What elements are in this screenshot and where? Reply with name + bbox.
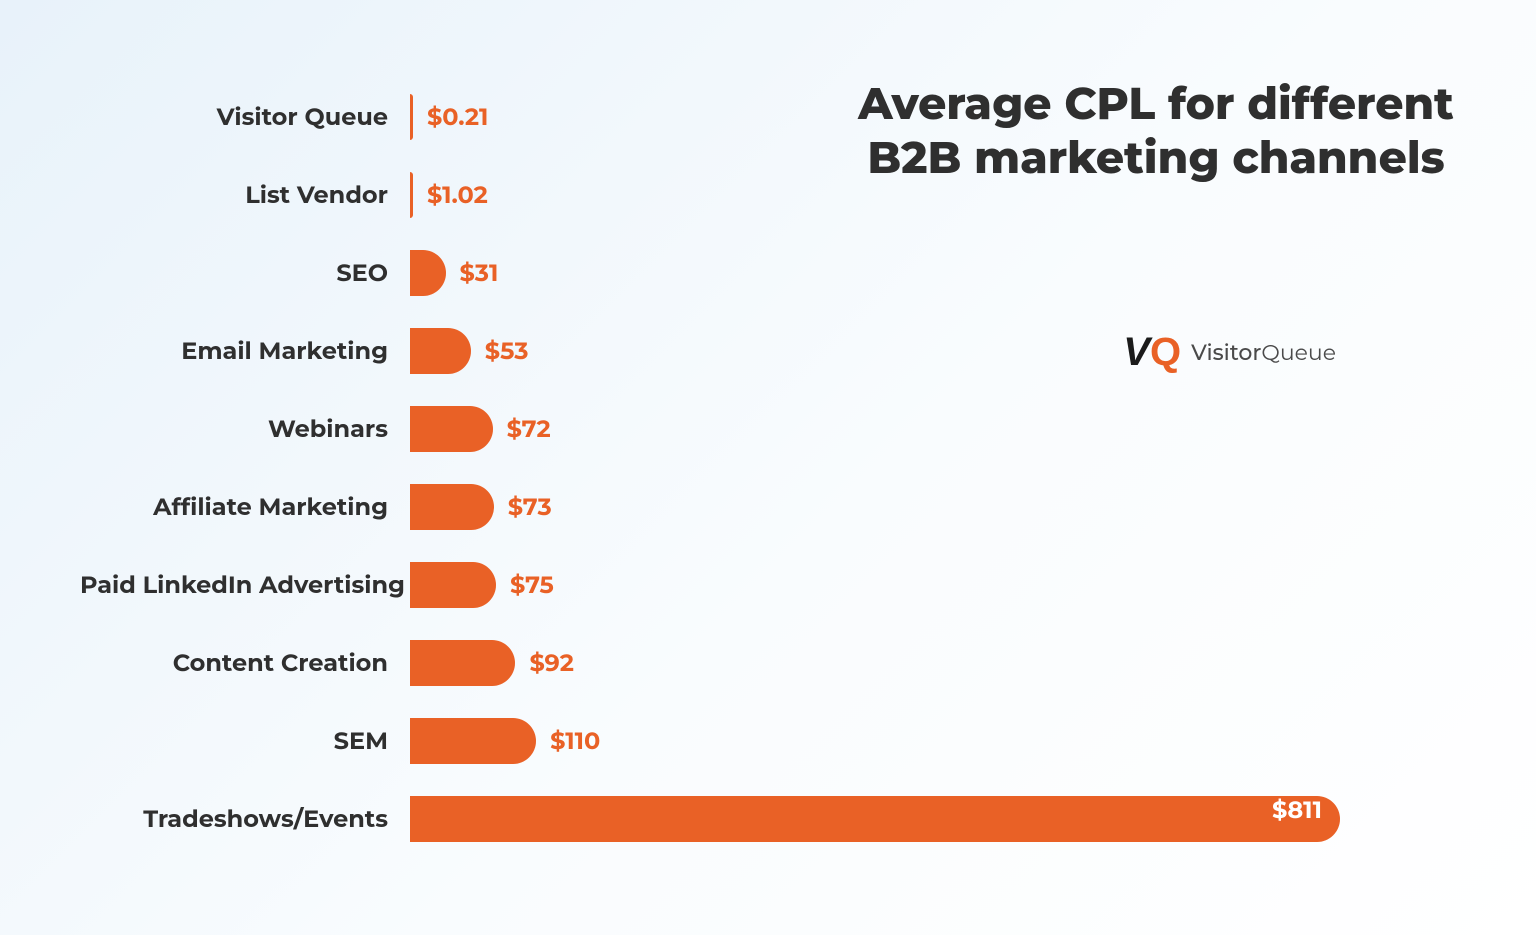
value-label: $110 [536, 727, 600, 756]
category-label: Affiliate Marketing [80, 493, 410, 522]
value-label: $811 [1272, 796, 1322, 825]
category-label: Email Marketing [80, 337, 410, 366]
bar-chart: Visitor Queue$0.21List Vendor$1.02SEO$31… [80, 78, 1460, 858]
bar: $811 [410, 796, 1340, 842]
bar [410, 718, 536, 764]
chart-row: SEO $31 [80, 234, 1460, 312]
value-label: $1.02 [413, 181, 488, 210]
category-label: Webinars [80, 415, 410, 444]
bar-track: $72 [410, 406, 1460, 452]
chart-row: Visitor Queue$0.21 [80, 78, 1460, 156]
bar-track: $53 [410, 328, 1460, 374]
bar [410, 250, 446, 296]
category-label: Content Creation [80, 649, 410, 678]
bar-track: $73 [410, 484, 1460, 530]
category-label: SEO [80, 259, 410, 288]
bar-track: $1.02 [410, 172, 1460, 218]
category-label: List Vendor [80, 181, 410, 210]
value-label: $0.21 [413, 103, 488, 132]
chart-row: Affiliate Marketing $73 [80, 468, 1460, 546]
value-label: $31 [446, 259, 499, 288]
chart-row: Paid LinkedIn Advertising $75 [80, 546, 1460, 624]
bar [410, 562, 496, 608]
chart-row: Content Creation $92 [80, 624, 1460, 702]
category-label: Tradeshows/Events [80, 805, 410, 834]
bar [410, 328, 471, 374]
bar-track: $92 [410, 640, 1460, 686]
category-label: SEM [80, 727, 410, 756]
chart-row: Email Marketing $53 [80, 312, 1460, 390]
bar [410, 640, 515, 686]
value-label: $75 [496, 571, 554, 600]
bar-track: $75 [410, 562, 1460, 608]
category-label: Visitor Queue [80, 103, 410, 132]
value-label: $53 [471, 337, 529, 366]
bar-track: $110 [410, 718, 1460, 764]
bar-track: $31 [410, 250, 1460, 296]
bar-track: $0.21 [410, 94, 1460, 140]
value-label: $92 [515, 649, 573, 678]
bar [410, 484, 494, 530]
chart-row: Webinars $72 [80, 390, 1460, 468]
value-label: $73 [494, 493, 552, 522]
category-label: Paid LinkedIn Advertising [80, 571, 410, 600]
chart-row: Tradeshows/Events $811 [80, 780, 1460, 858]
bar [410, 406, 493, 452]
value-label: $72 [493, 415, 551, 444]
chart-row: SEM $110 [80, 702, 1460, 780]
bar-track: $811 [410, 796, 1460, 842]
chart-row: List Vendor$1.02 [80, 156, 1460, 234]
